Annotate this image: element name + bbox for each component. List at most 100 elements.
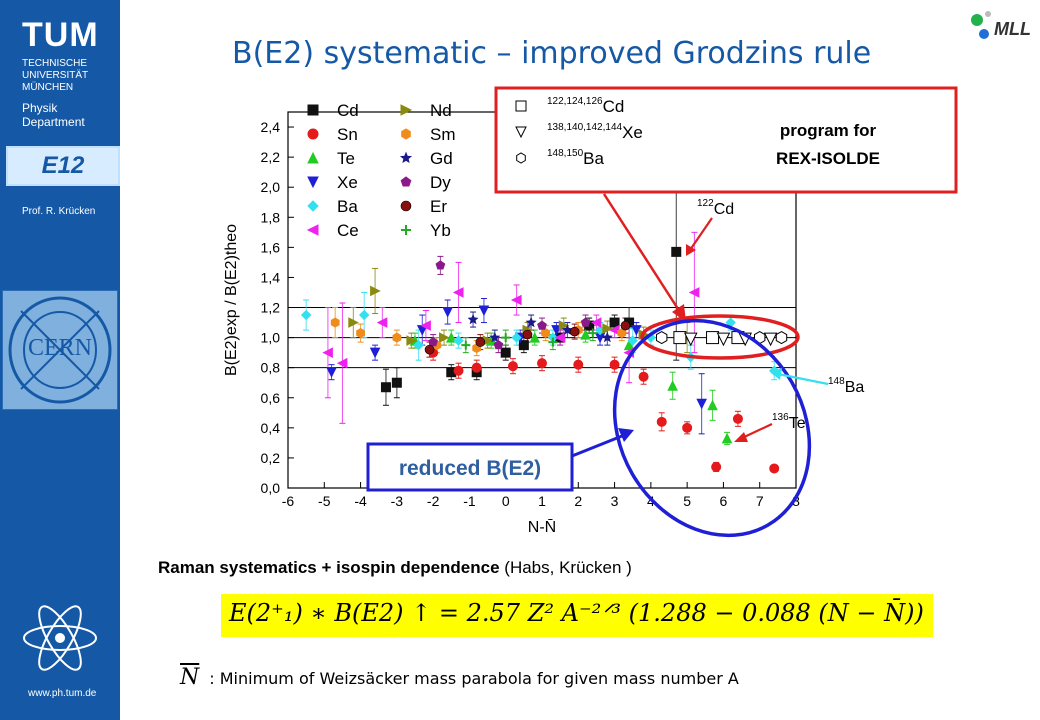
- ba148-arrow-head: [770, 368, 782, 380]
- cern-logo: CERN: [2, 290, 118, 410]
- rex-point: [706, 331, 720, 345]
- rex-point: [673, 331, 687, 345]
- rex-ellipse: [640, 314, 800, 360]
- tum-logo: TUM: [22, 16, 99, 54]
- y-tick-label: 0,0: [261, 480, 281, 496]
- point-er: [522, 329, 533, 340]
- point-sn: [609, 359, 620, 370]
- rex-legend-marker: [515, 100, 527, 112]
- x-tick-label: -2: [427, 493, 440, 509]
- point-sn: [471, 362, 482, 373]
- nbar-symbol: N: [180, 665, 200, 690]
- point-ce: [420, 320, 431, 331]
- point-te: [721, 432, 733, 444]
- y-tick-label: 1,0: [261, 330, 281, 346]
- point-nd: [439, 332, 450, 343]
- point-ce: [554, 332, 566, 343]
- legend-marker-sn: [307, 128, 319, 140]
- page-title: B(E2) systematic – improved Grodzins rul…: [232, 36, 872, 71]
- legend-label-ba: Ba: [337, 197, 358, 216]
- rex-point: [683, 332, 698, 347]
- reduced-ellipse: [612, 318, 812, 538]
- mll-dots-icon: [971, 11, 991, 39]
- website[interactable]: www.ph.tum.de: [28, 688, 97, 699]
- point-nd: [558, 320, 570, 331]
- point-cd: [671, 246, 682, 257]
- y-tick-label: 0,8: [261, 360, 281, 376]
- point-sn: [711, 461, 722, 472]
- formula-box: E(2⁺₁) ∗ B(E2) ↑ = 2.57 Z² A⁻²ᐟ³ (1.288 …: [221, 594, 933, 637]
- cd122-label: 122Cd: [697, 198, 734, 218]
- point-sn: [537, 358, 547, 369]
- point-sn: [638, 371, 649, 382]
- x-tick-label: 0: [502, 493, 510, 509]
- legend-label-nd: Nd: [430, 101, 452, 120]
- rex-legend-marker: [515, 126, 527, 139]
- point-xe: [369, 347, 381, 359]
- cd122-arrow: [689, 217, 713, 251]
- legend-marker-xe: [307, 176, 319, 189]
- legend-label-dy: Dy: [430, 173, 451, 192]
- rex-point: [716, 332, 731, 347]
- point-dy: [537, 320, 547, 330]
- y-tick-label: 2,2: [261, 149, 281, 165]
- y-tick-label: 2,0: [261, 179, 281, 195]
- y-tick-label: 1,2: [261, 300, 281, 316]
- dept-line-2: Department: [22, 115, 85, 129]
- y-tick-label: 0,2: [261, 450, 281, 466]
- legend-label-yb: Yb: [430, 221, 451, 240]
- point-nd: [602, 323, 613, 334]
- point-xe: [696, 398, 707, 410]
- point-er: [424, 344, 435, 355]
- reduced-arrow-head: [618, 428, 634, 442]
- point-ba: [511, 332, 522, 343]
- point-sn: [573, 359, 584, 370]
- point-sn: [656, 416, 667, 427]
- dept-line-1: Physik: [22, 101, 58, 115]
- x-tick-label: 7: [756, 493, 764, 509]
- point-cd: [500, 347, 511, 358]
- point-er: [569, 326, 580, 337]
- raman-line: Raman systematics + isospin dependence (…: [158, 558, 632, 578]
- x-tick-label: 6: [720, 493, 728, 509]
- point-dy: [435, 260, 446, 270]
- reduced-box: [366, 442, 574, 492]
- point-gd: [525, 316, 537, 328]
- point-nd: [348, 317, 359, 328]
- x-tick-label: 5: [683, 493, 691, 509]
- x-tick-label: 1: [538, 493, 546, 509]
- nbar-text: : Minimum of Weizsäcker mass parabola fo…: [209, 669, 739, 688]
- te136-label: 136Te: [772, 412, 806, 432]
- cd122-arrow-head: [686, 244, 696, 256]
- point-gd: [561, 324, 573, 335]
- x-axis-label: N-N̄: [528, 519, 556, 536]
- nbar-note: N : Minimum of Weizsäcker mass parabola f…: [180, 665, 739, 690]
- y-tick-label: 2,4: [261, 119, 281, 135]
- point-cd: [380, 382, 391, 393]
- point-dy: [428, 336, 438, 347]
- legend-label-gd: Gd: [430, 149, 453, 168]
- university-line-1: TECHNISCHE: [22, 58, 88, 69]
- point-sm: [541, 328, 550, 339]
- y-tick-label: 1,8: [261, 209, 281, 225]
- legend-marker-er: [400, 200, 412, 212]
- rex-legend-marker: [516, 152, 526, 164]
- point-gd: [467, 313, 479, 325]
- ba148-label: 148Ba: [828, 376, 864, 396]
- x-tick-label: -3: [391, 493, 404, 509]
- legend-marker-cd: [307, 104, 319, 116]
- legend-marker-dy: [400, 176, 412, 187]
- mll-logo: MLL: [968, 8, 1038, 44]
- point-sn: [682, 422, 693, 433]
- x-tick-label: -1: [463, 493, 476, 509]
- point-sm: [330, 317, 340, 328]
- point-nd: [370, 285, 381, 297]
- point-te: [529, 331, 541, 343]
- legend-label-ce: Ce: [337, 221, 359, 240]
- point-xe: [326, 367, 337, 378]
- point-gd: [601, 331, 613, 343]
- point-te: [580, 328, 591, 340]
- y-tick-label: 1,6: [261, 239, 281, 255]
- legend-marker-ce: [306, 224, 319, 236]
